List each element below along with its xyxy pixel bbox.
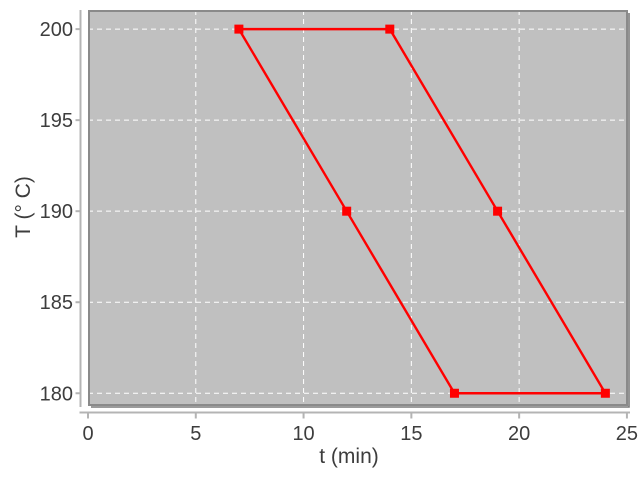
x-axis-label: t (min)	[319, 445, 379, 468]
data-point-marker-7-200	[234, 24, 244, 34]
x-tick-label-15: 15	[400, 423, 422, 445]
tick-labels: 180 185 190 195 200 0 5 10 15 20 25	[40, 19, 638, 445]
data-point-marker-19-190	[493, 206, 503, 216]
plot-border-shadow	[91, 13, 630, 408]
x-tick-label-25: 25	[616, 423, 638, 445]
x-tick-label-10: 10	[292, 423, 314, 445]
data-point-marker-12-190	[342, 206, 352, 216]
y-tick-label-195: 195	[40, 110, 73, 132]
y-tick-label-180: 180	[40, 383, 73, 405]
plot-area-background	[88, 10, 628, 406]
x-tick-label-20: 20	[508, 423, 530, 445]
data-point-marker-17-180	[449, 388, 459, 398]
y-tick-label-185: 185	[40, 292, 73, 314]
axes	[75, 10, 630, 419]
data-point-marker-24-180	[600, 388, 610, 398]
y-tick-label-190: 190	[40, 201, 73, 223]
plot-border	[88, 10, 628, 406]
x-tick-label-5: 5	[190, 423, 201, 445]
x-tick-label-0: 0	[82, 423, 93, 445]
y-tick-label-200: 200	[40, 19, 73, 41]
data-point-marker-14-200	[385, 24, 395, 34]
y-axis-label: T (° C)	[12, 176, 35, 238]
